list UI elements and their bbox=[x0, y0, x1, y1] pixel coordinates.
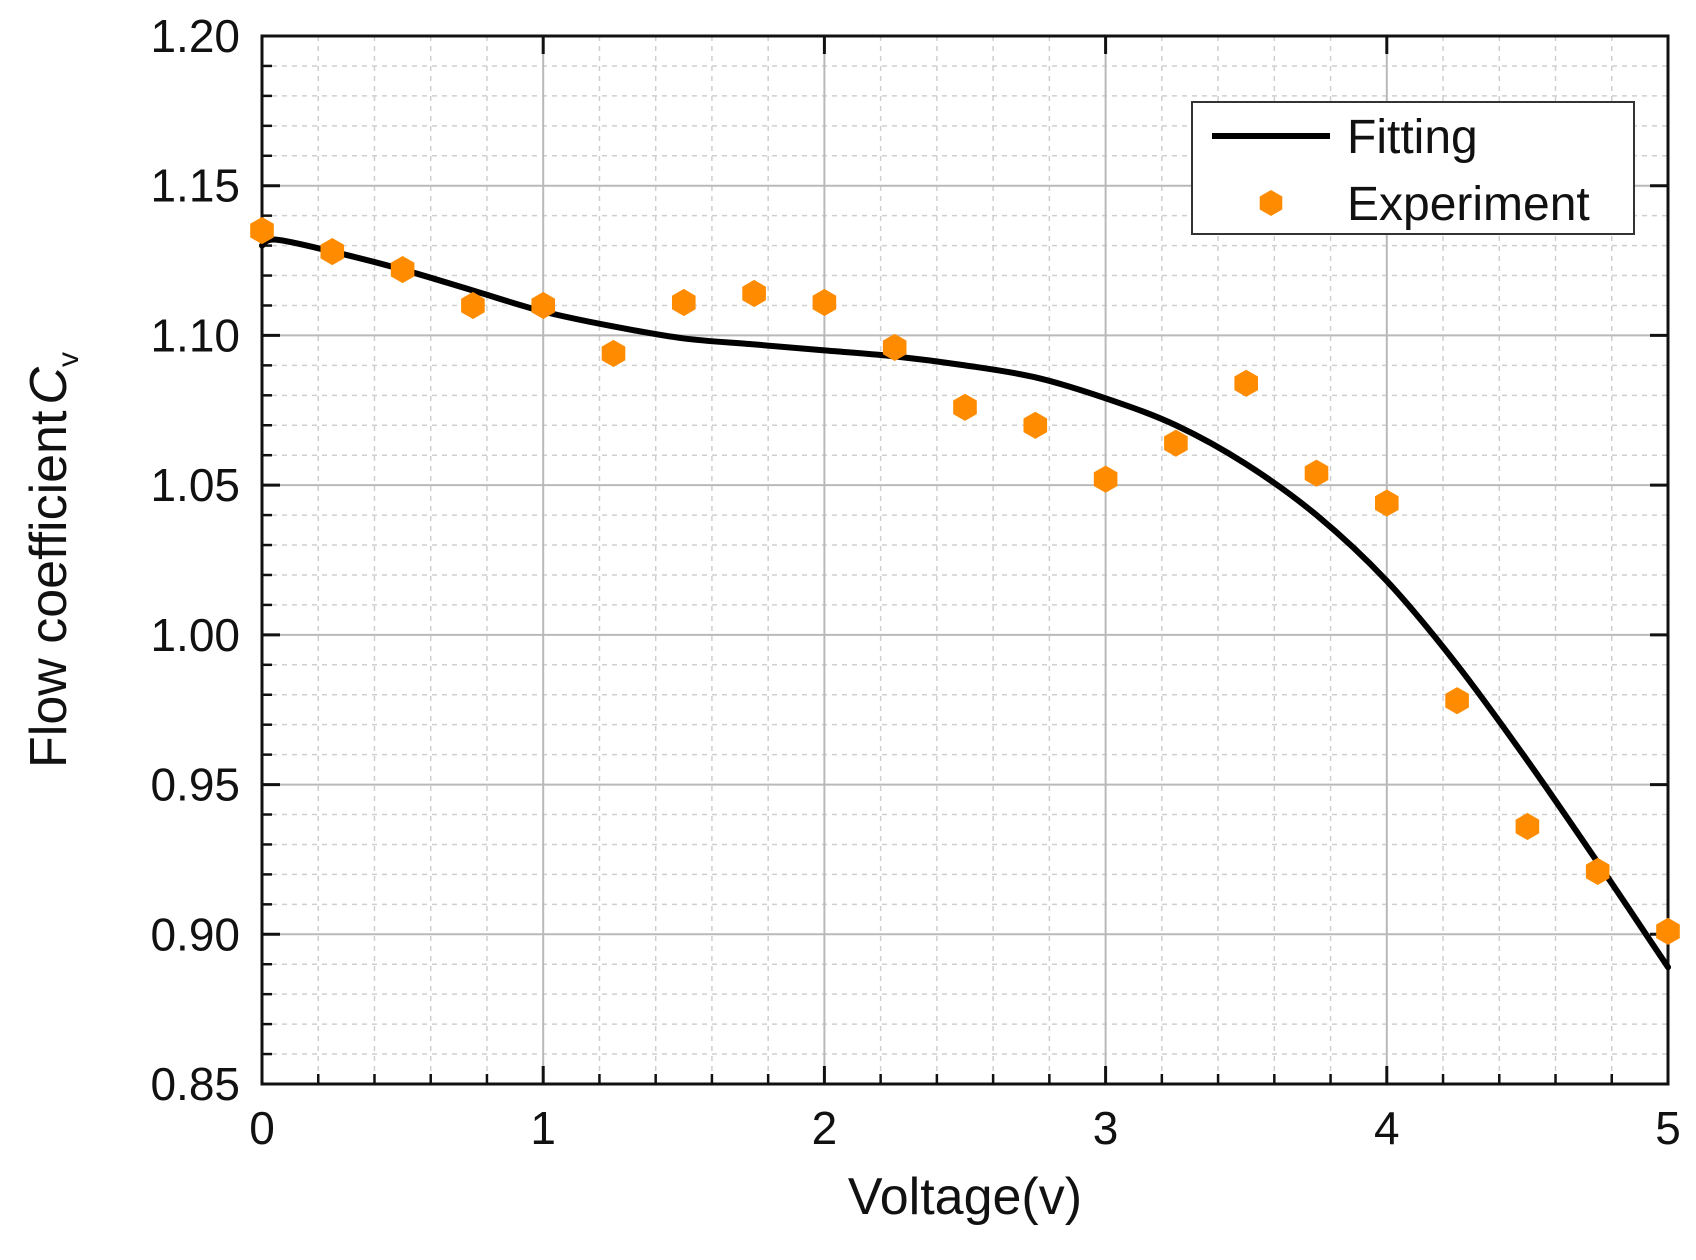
y-tick-label: 1.10 bbox=[150, 309, 240, 361]
experiment-point bbox=[953, 393, 977, 421]
experiment-point bbox=[1375, 489, 1399, 517]
experiment-point bbox=[461, 291, 485, 320]
x-tick-label: 0 bbox=[249, 1102, 275, 1154]
x-tick-label: 1 bbox=[530, 1102, 556, 1154]
legend-fitting-label: Fitting bbox=[1347, 111, 1478, 164]
experiment-point bbox=[1023, 411, 1048, 439]
fitting-series bbox=[259, 236, 1671, 971]
minor-grid bbox=[262, 36, 1668, 1084]
plot-area-frame bbox=[260, 34, 1670, 1086]
y-tick-label: 0.90 bbox=[150, 908, 240, 960]
legend-experiment-label: Experiment bbox=[1347, 178, 1590, 231]
x-tick-label: 2 bbox=[812, 1102, 838, 1154]
y-axis-title: Flow coefficient Cv bbox=[20, 352, 85, 768]
experiment-point bbox=[672, 288, 696, 317]
experiment-point bbox=[390, 256, 415, 284]
x-tick-label: 4 bbox=[1374, 1102, 1400, 1154]
y-axis-title-text: Flow coefficient bbox=[20, 410, 78, 768]
experiment-point bbox=[531, 291, 555, 320]
y-tick-label: 1.05 bbox=[150, 459, 240, 511]
experiment-point bbox=[1515, 812, 1540, 841]
x-axis-title: Voltage(v) bbox=[848, 1168, 1082, 1226]
y-tick-label: 1.00 bbox=[150, 609, 240, 661]
x-tick-label: 3 bbox=[1093, 1102, 1119, 1154]
fitting-curve bbox=[259, 236, 1671, 971]
experiment-point bbox=[1093, 465, 1118, 493]
experiment-point bbox=[601, 339, 626, 367]
experiment-point bbox=[1234, 369, 1258, 397]
y-tick-label: 1.15 bbox=[150, 160, 240, 212]
legend-experiment-swatch bbox=[1259, 190, 1283, 216]
y-tick-label: 0.85 bbox=[150, 1058, 240, 1110]
y-tick-label: 1.20 bbox=[150, 10, 240, 62]
experiment-point bbox=[250, 217, 274, 245]
y-tick-label: 0.95 bbox=[150, 759, 240, 811]
y-axis-title-symbol: C bbox=[20, 367, 78, 405]
experiment-point bbox=[882, 333, 907, 361]
experiment-series bbox=[250, 217, 1680, 945]
major-grid bbox=[262, 36, 1668, 1084]
legend: Fitting Experiment bbox=[1191, 101, 1635, 235]
experiment-point bbox=[1445, 687, 1469, 715]
experiment-point bbox=[1585, 857, 1610, 885]
experiment-point bbox=[812, 288, 837, 317]
axis-tick-labels: 0 1 2 3 4 5 0.85 0.90 0.95 1.00 1.05 1.10 1.15 1.20 bbox=[150, 10, 1680, 1154]
experiment-point bbox=[1164, 429, 1188, 457]
experiment-point bbox=[1656, 917, 1680, 945]
experiment-point bbox=[320, 238, 345, 266]
experiment-point bbox=[1304, 459, 1329, 487]
y-axis-title-subscript: v bbox=[52, 352, 85, 367]
experiment-point bbox=[742, 279, 766, 308]
x-tick-label: 5 bbox=[1655, 1102, 1681, 1154]
